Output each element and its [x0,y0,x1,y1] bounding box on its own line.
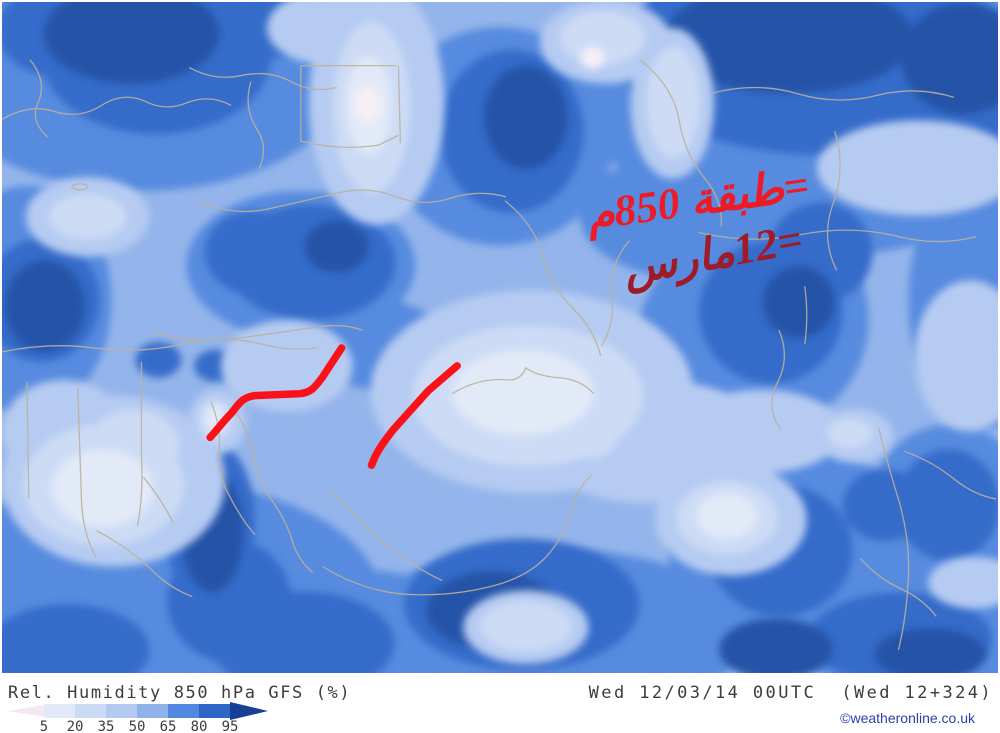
red-annotation-lines [206,344,461,469]
scale-segment-65-80 [168,704,199,718]
map-area: =طبقة 850م =12مارس [0,0,1000,675]
red-annotation-line-west [206,344,346,442]
credit-watermark: ©weatheronline.co.uk [840,710,975,726]
scale-tick-65: 65 [160,719,177,733]
scale-head-arrow [230,702,268,720]
scale-tick-95: 95 [222,719,239,733]
dither-texture-overlay [2,2,998,673]
scale-segment-50-65 [137,704,168,718]
humidity-map-svg [2,2,998,673]
scale-tail-arrow [8,705,44,717]
humidity-color-scale: 5 20 35 50 65 80 95 [8,702,268,733]
scale-tick-35: 35 [98,719,115,733]
scale-tick-80: 80 [191,719,208,733]
scale-tick-20: 20 [67,719,84,733]
scale-tick-50: 50 [129,719,146,733]
valid-datetime: Wed 12/03/14 00UTC (Wed 12+324) [588,683,993,703]
scale-segment-20-35 [75,704,106,718]
scale-tick-5: 5 [40,719,48,733]
scale-segment-35-50 [106,704,137,718]
legend-title: Rel. Humidity 850 hPa GFS (%) [8,683,352,703]
scale-segment-80-95 [199,704,230,718]
scale-segment-5-20 [44,704,75,718]
legend-bar: Rel. Humidity 850 hPa GFS (%) 5 20 35 50… [0,675,1000,733]
red-annotation-line-east [367,362,461,469]
